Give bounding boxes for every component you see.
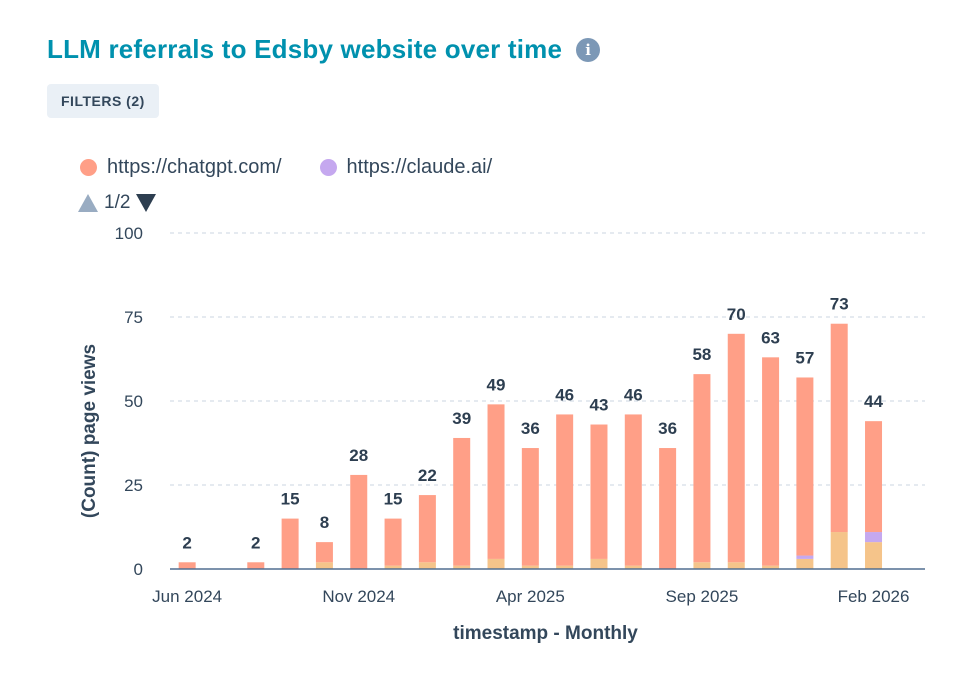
bar-segment	[727, 333, 745, 563]
bar-value-label: 28	[349, 446, 368, 465]
bar-segment	[178, 562, 196, 569]
bar-segment	[418, 562, 436, 569]
bar-segment	[830, 323, 848, 533]
bar-segment	[830, 532, 848, 569]
x-tick-label: Jun 2024	[152, 587, 222, 606]
bar-value-label: 43	[590, 396, 609, 415]
legend-pager-label: 1/2	[104, 192, 131, 213]
bar-segment	[453, 437, 471, 566]
bar-segment	[521, 448, 539, 566]
bar-segment	[384, 518, 402, 566]
bar-segment	[247, 562, 265, 569]
bar-value-label: 2	[182, 533, 191, 552]
legend-label-claude: https://claude.ai/	[346, 156, 493, 178]
bar-segment	[727, 562, 745, 569]
bar-value-label: 8	[320, 513, 329, 532]
bar-segment	[350, 474, 368, 569]
bar-segment	[590, 558, 608, 569]
filters-button[interactable]: FILTERS (2)	[47, 84, 159, 118]
x-tick-label: Feb 2026	[838, 587, 910, 606]
bar-segment	[521, 565, 539, 569]
bar-segment	[865, 421, 883, 533]
x-tick-label: Sep 2025	[666, 587, 739, 606]
chart-title-row: LLM referrals to Edsby website over time…	[47, 34, 601, 65]
bar-value-label: 22	[418, 466, 437, 485]
bar-value-label: 36	[658, 419, 677, 438]
y-axis-title: (Count) page views	[79, 344, 100, 518]
bar-segment	[315, 542, 333, 563]
bar-segment	[487, 404, 505, 559]
bar-segment	[281, 518, 299, 569]
bar-segment	[556, 565, 574, 569]
bar-segment	[796, 555, 814, 559]
bar-value-label: 73	[830, 295, 849, 314]
bar-segment	[384, 565, 402, 569]
y-tick-label: 50	[124, 392, 143, 411]
y-tick-label: 0	[134, 560, 143, 579]
bar-value-label: 46	[555, 385, 574, 404]
info-circle-icon[interactable]: i	[576, 37, 601, 62]
legend-item-chatgpt[interactable]: https://chatgpt.com/	[80, 156, 282, 179]
triangle-down-icon[interactable]	[136, 194, 157, 212]
chart-title: LLM referrals to Edsby website over time	[47, 34, 563, 64]
bar-segment	[624, 414, 642, 566]
bar-segment	[659, 448, 677, 569]
bar-segment	[453, 565, 471, 569]
bar-segment	[796, 377, 814, 556]
bar-value-label: 58	[692, 345, 711, 364]
y-tick-label: 25	[124, 476, 143, 495]
x-tick-label: Apr 2025	[496, 587, 565, 606]
y-tick-label: 100	[115, 224, 143, 243]
bar-value-label: 46	[624, 385, 643, 404]
bar-segment	[796, 558, 814, 569]
legend-swatch-claude	[319, 159, 337, 176]
triangle-up-icon[interactable]	[78, 194, 98, 212]
bar-segment	[315, 562, 333, 569]
bar-value-label: 36	[521, 419, 540, 438]
bar-segment	[556, 414, 574, 566]
bar-value-label: 70	[727, 305, 746, 324]
bar-segment	[418, 495, 436, 563]
bar-segment	[762, 565, 780, 569]
x-tick-label: Nov 2024	[322, 587, 395, 606]
legend-pager: 1/2	[78, 192, 157, 214]
bar-segment	[693, 374, 711, 563]
bar-segment	[865, 532, 883, 543]
bar-value-label: 44	[864, 392, 883, 411]
x-axis-title: timestamp - Monthly	[453, 623, 638, 644]
bar-value-label: 49	[487, 375, 506, 394]
bar-segment	[590, 424, 608, 559]
bar-value-label: 15	[384, 490, 403, 509]
bar-value-label: 63	[761, 328, 780, 347]
bar-segment	[693, 562, 711, 569]
y-tick-label: 75	[124, 308, 143, 327]
bar-segment	[624, 565, 642, 569]
bar-value-label: 39	[452, 409, 471, 428]
bar-value-label: 15	[281, 490, 300, 509]
bar-segment	[762, 357, 780, 566]
bar-value-label: 2	[251, 533, 260, 552]
legend: https://chatgpt.com/ https://claude.ai/	[80, 156, 530, 179]
bar-value-label: 57	[795, 348, 814, 367]
legend-swatch-chatgpt	[80, 159, 97, 176]
legend-item-claude[interactable]: https://claude.ai/	[319, 156, 493, 179]
bar-segment	[487, 558, 505, 569]
legend-label-chatgpt: https://chatgpt.com/	[107, 156, 282, 178]
bar-segment	[865, 542, 883, 569]
